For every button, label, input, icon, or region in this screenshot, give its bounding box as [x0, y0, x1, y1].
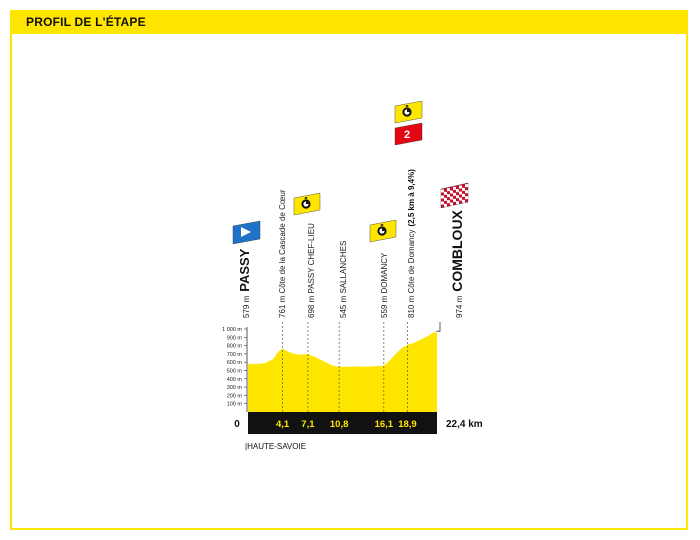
km-mark-label: 18,9 — [398, 419, 417, 430]
y-tick-label: 800 m — [227, 344, 243, 350]
waypoint-label: 545 m SALLANCHES — [339, 241, 348, 318]
y-tick-label: 400 m — [227, 377, 243, 383]
y-tick-label: 300 m — [227, 385, 243, 391]
checker-square — [462, 193, 465, 197]
checker-square — [456, 201, 459, 205]
waypoint-label: 559 m DOMANCY — [380, 252, 389, 318]
waypoint-name: PASSY — [237, 248, 252, 291]
waypoint-elevation-text: 698 m PASSY CHEF-LIEU — [307, 223, 316, 318]
y-tick-label: 1 000 m — [222, 327, 242, 333]
checker-square — [459, 185, 462, 189]
waypoint-label: 974 m COMBLOUX — [449, 209, 465, 318]
checker-square — [450, 190, 453, 194]
checker-square — [456, 189, 459, 193]
elevation-area — [248, 331, 437, 412]
waypoint-name: COMBLOUX — [449, 209, 465, 291]
sprint-flag — [293, 192, 321, 216]
km-mark-label: 7,1 — [301, 419, 315, 430]
stopwatch-icon — [402, 105, 412, 117]
checker-square — [465, 184, 468, 188]
checker-square — [450, 196, 453, 200]
waypoint-elevation-text: 974 m — [455, 295, 464, 318]
checker-square — [462, 187, 465, 191]
y-tick-label: 600 m — [227, 360, 243, 366]
checker-square — [441, 201, 444, 205]
waypoint-elevation-text: 810 m Côte de Domancy — [407, 230, 416, 319]
region-label: |HAUTE-SAVOIE — [245, 442, 306, 451]
checker-square — [462, 199, 465, 203]
checker-square — [450, 202, 453, 206]
km-mark-label: 10,8 — [330, 419, 349, 430]
checker-square — [456, 195, 459, 199]
waypoint-label: 698 m PASSY CHEF-LIEU — [307, 223, 316, 318]
waypoint-label: 579 m PASSY — [237, 248, 252, 318]
finish-flag — [440, 182, 469, 209]
distance-band — [248, 412, 437, 434]
y-tick-label: 900 m — [227, 335, 243, 341]
km-mark-label: 16,1 — [375, 419, 394, 430]
checker-square — [459, 197, 462, 201]
checker-square — [447, 188, 450, 192]
sprint-flag — [369, 219, 397, 243]
y-tick-label: 500 m — [227, 369, 243, 375]
checker-square — [444, 197, 447, 201]
waypoint-elevation-text: 579 m — [242, 295, 251, 318]
end-km-label: 22,4 km — [446, 419, 483, 430]
kom-category-label: 2 — [404, 129, 410, 141]
kom-flag-body — [394, 122, 423, 146]
checker-square — [444, 191, 447, 195]
kom-flag: 2 — [394, 100, 423, 146]
checker-square — [453, 198, 456, 202]
checker-square — [447, 200, 450, 204]
y-tick-label: 100 m — [227, 402, 243, 408]
waypoint-detail: (2,5 km à 9,4%) — [407, 169, 416, 227]
stopwatch-icon — [377, 224, 387, 236]
checker-square — [444, 203, 447, 207]
waypoint-label: 761 m Côte de la Cascade de Cœur — [278, 189, 287, 318]
km-mark-label: 4,1 — [276, 419, 290, 430]
checker-square — [465, 190, 468, 194]
y-tick-label: 200 m — [227, 393, 243, 399]
header-bar: PROFIL DE L'ÉTAPE — [10, 10, 688, 34]
waypoint-elevation-text: 761 m Côte de la Cascade de Cœur — [278, 189, 287, 318]
checker-square — [447, 194, 450, 198]
checker-square — [465, 196, 468, 200]
y-tick-label: 700 m — [227, 352, 243, 358]
finish-connector — [436, 322, 441, 332]
page-title: PROFIL DE L'ÉTAPE — [26, 15, 146, 29]
play-triangle-icon — [241, 227, 251, 237]
stopwatch-icon — [301, 197, 311, 209]
checker-square — [459, 191, 462, 195]
checker-square — [453, 186, 456, 190]
start-flag — [232, 220, 261, 245]
checker-square — [441, 189, 444, 193]
waypoint-elevation-text: 559 m DOMANCY — [380, 252, 389, 318]
start-km-label: 0 — [234, 419, 240, 430]
waypoint-label: 810 m Côte de Domancy (2,5 km à 9,4%) — [407, 169, 416, 318]
waypoint-elevation-text: 545 m SALLANCHES — [339, 241, 348, 318]
checker-square — [453, 192, 456, 196]
checker-square — [441, 195, 444, 199]
